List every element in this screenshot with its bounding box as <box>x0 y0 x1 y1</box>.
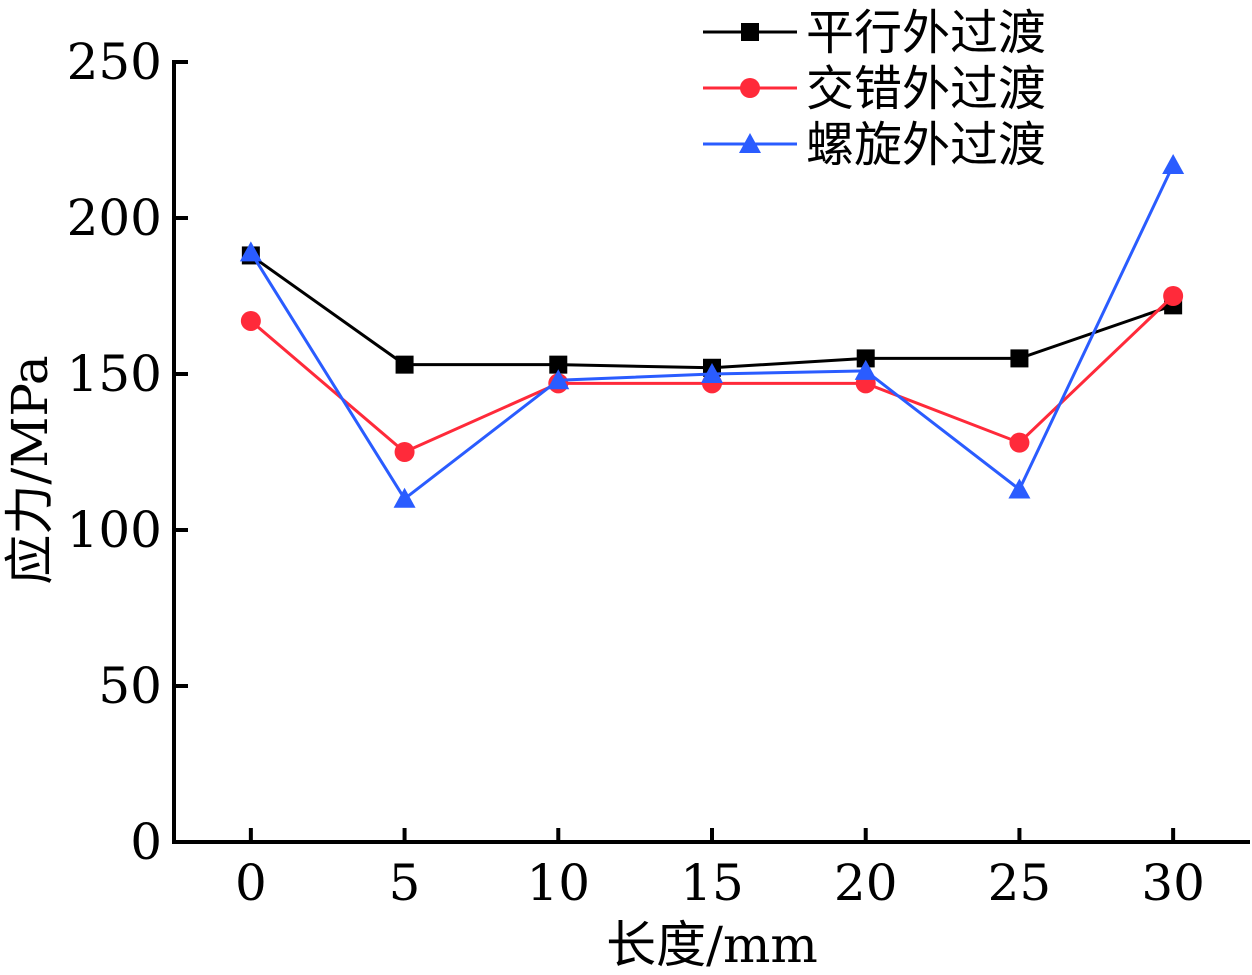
series-1 <box>241 246 1183 377</box>
y-tick-label: 100 <box>67 501 162 559</box>
x-tick-label: 5 <box>389 854 421 912</box>
data-point <box>240 310 261 331</box>
series-layer <box>239 153 1185 508</box>
legend-marker <box>739 133 761 153</box>
y-axis-title: 应力/MPa <box>1 355 59 584</box>
series-3 <box>239 153 1185 508</box>
data-point <box>547 369 570 390</box>
data-point <box>1162 153 1185 174</box>
legend-label: 平行外过渡 <box>806 5 1046 61</box>
data-point <box>701 363 723 383</box>
legend-label: 螺旋外过渡 <box>806 117 1046 173</box>
data-point <box>1009 432 1030 453</box>
y-tick-label: 200 <box>67 189 162 247</box>
data-point <box>394 442 415 462</box>
x-tick-label: 25 <box>988 854 1052 912</box>
data-point <box>854 359 877 380</box>
series-line <box>249 164 1175 501</box>
x-tick-label: 20 <box>834 854 898 912</box>
data-point <box>395 355 414 374</box>
legend-label: 交错外过渡 <box>806 61 1046 117</box>
data-point <box>393 487 416 508</box>
x-tick-label: 15 <box>680 854 744 912</box>
y-tick-label: 50 <box>98 657 162 715</box>
legend-item: 交错外过渡 <box>703 61 1046 117</box>
data-point <box>1163 286 1184 306</box>
legend-item: 螺旋外过渡 <box>703 117 1046 173</box>
x-ticks: 0 5 10 15 20 25 30 <box>235 828 1205 912</box>
legend-marker <box>741 23 759 41</box>
x-axis-title: 长度/mm <box>606 916 818 974</box>
y-ticks: 0 50 100 150 200 250 <box>67 33 188 871</box>
x-tick-label: 10 <box>526 854 590 912</box>
y-tick-label: 0 <box>130 813 162 871</box>
x-tick-label: 30 <box>1141 854 1205 912</box>
y-tick-label: 150 <box>67 345 162 403</box>
y-tick-label: 250 <box>67 33 162 91</box>
data-point <box>549 355 568 374</box>
data-point <box>1008 478 1031 499</box>
data-point <box>1010 349 1029 368</box>
data-point <box>856 349 875 368</box>
legend-marker <box>740 78 760 98</box>
data-point <box>239 241 262 262</box>
axes <box>172 60 1250 844</box>
x-tick-label: 0 <box>235 854 267 912</box>
series-line <box>249 254 1174 370</box>
legend-item: 平行外过渡 <box>703 5 1046 61</box>
